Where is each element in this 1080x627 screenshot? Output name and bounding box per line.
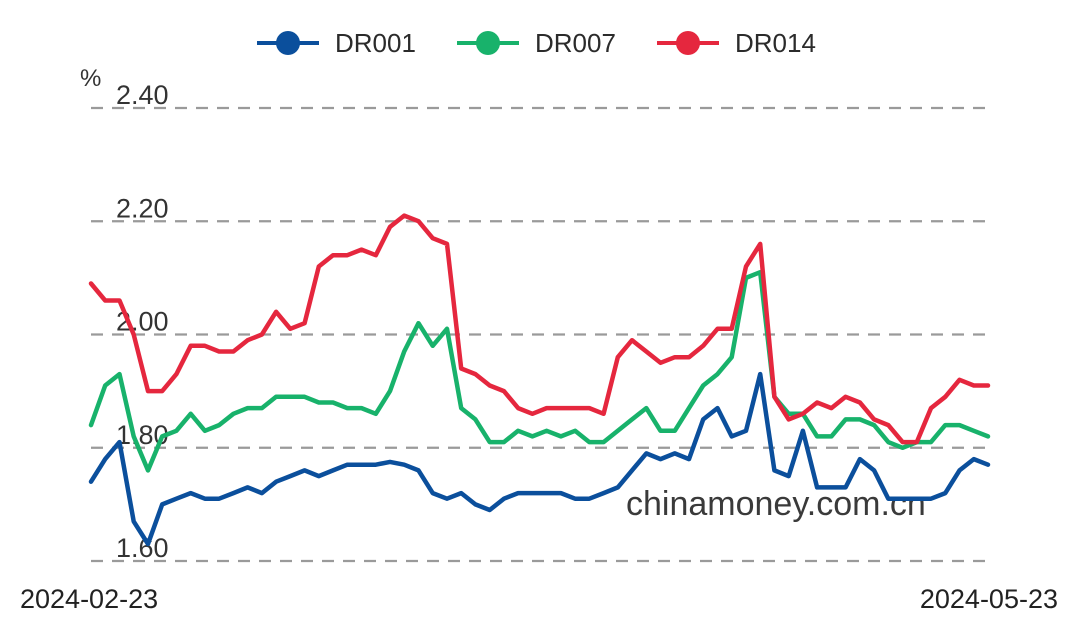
x-axis-start-label: 2024-02-23: [20, 584, 158, 614]
series-line-dr014: [88, 213, 991, 445]
legend-item-dr001: DR001: [257, 28, 416, 58]
legend-label: DR001: [335, 28, 416, 58]
y-tick-label: 2.40: [116, 80, 169, 110]
y-axis-ticks: 1.601.802.002.202.40: [116, 80, 169, 563]
series-lines: [88, 213, 991, 547]
gridlines: [91, 106, 988, 563]
legend-marker-swatch: [276, 31, 300, 55]
y-tick-label: 2.20: [116, 193, 169, 223]
watermark-text: chinamoney.com.cn: [626, 485, 926, 523]
legend-marker-swatch: [676, 31, 700, 55]
legend-item-dr007: DR007: [457, 28, 616, 58]
series-line-dr007: [88, 269, 991, 473]
legend-item-dr014: DR014: [657, 28, 816, 58]
legend: DR001 DR007 DR014: [257, 28, 816, 58]
y-axis-unit-label: %: [80, 65, 101, 92]
x-axis-end-label: 2024-05-23: [920, 584, 1058, 614]
series-line-dr001: [88, 371, 991, 547]
legend-label: DR014: [735, 28, 816, 58]
legend-label: DR007: [535, 28, 616, 58]
legend-marker-swatch: [476, 31, 500, 55]
